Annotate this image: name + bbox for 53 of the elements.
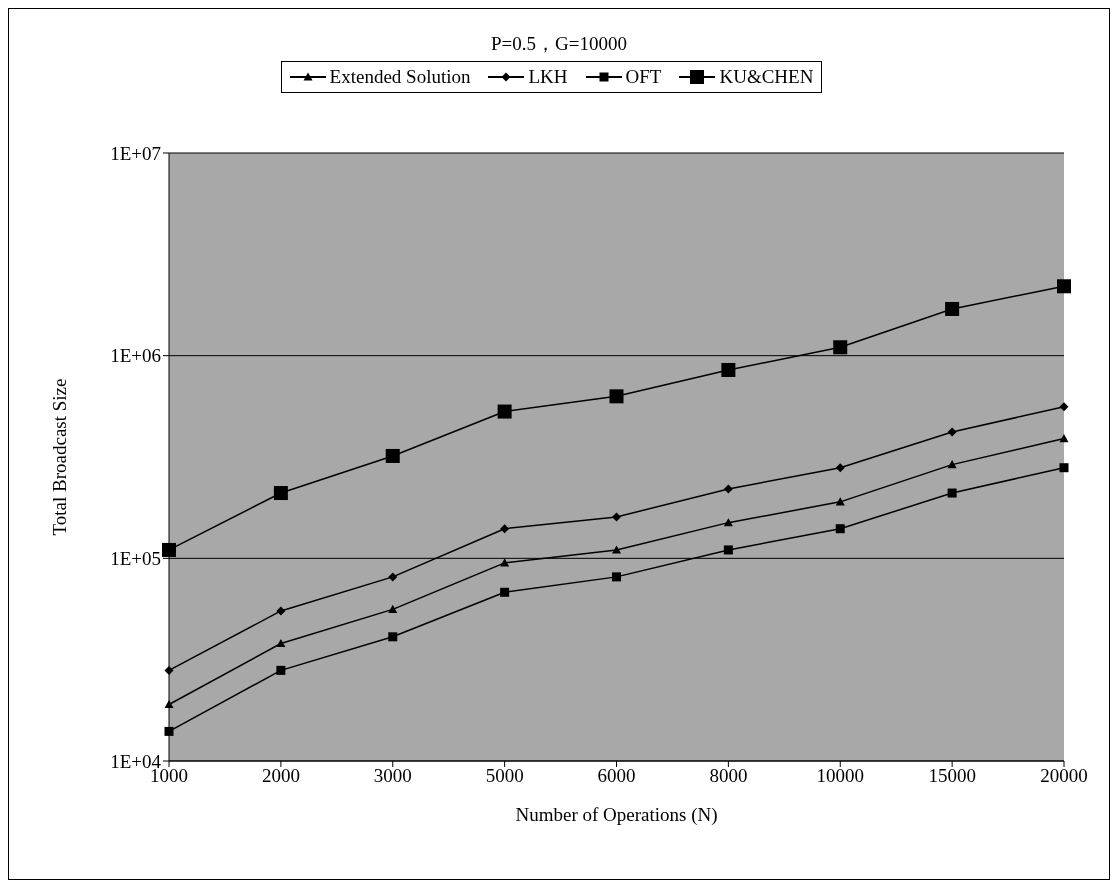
point <box>947 488 957 498</box>
x-axis-title: Number of Operations (N) <box>515 804 718 826</box>
point <box>947 427 957 437</box>
point <box>1059 402 1069 412</box>
point <box>1059 463 1069 473</box>
x-tick-label: 15000 <box>928 765 976 787</box>
legend-label: LKH <box>527 66 568 88</box>
point <box>835 463 845 473</box>
point <box>835 524 845 534</box>
point <box>276 639 286 648</box>
legend-label: KU&CHEN <box>718 66 814 88</box>
x-tick-label: 20000 <box>1040 765 1088 787</box>
point <box>164 700 174 709</box>
point <box>164 726 174 736</box>
point <box>612 545 621 554</box>
point <box>162 542 176 557</box>
point <box>723 484 733 494</box>
point <box>385 448 400 463</box>
point <box>945 301 960 316</box>
y-tick-label: 1E+07 <box>110 142 161 164</box>
point <box>500 524 510 534</box>
chart-title: P=0.5，G=10000 <box>490 32 628 56</box>
point <box>273 486 288 501</box>
point <box>388 604 398 613</box>
point <box>721 362 736 377</box>
point <box>835 497 845 506</box>
x-tick-label: 6000 <box>597 765 636 787</box>
point <box>723 545 733 555</box>
y-tick-label: 1E+05 <box>110 548 161 570</box>
point <box>164 665 174 675</box>
point <box>276 665 286 675</box>
point <box>276 606 286 616</box>
point <box>388 572 398 582</box>
point <box>947 460 957 469</box>
x-tick-label: 10000 <box>816 765 864 787</box>
x-tick-label: 8000 <box>709 765 748 787</box>
point <box>612 572 621 582</box>
legend-label: OFT <box>624 66 662 88</box>
point <box>612 512 621 522</box>
point <box>609 389 624 404</box>
legend-label: Extended Solution <box>328 66 471 88</box>
y-tick-label: 1E+06 <box>110 345 161 367</box>
point <box>497 404 512 419</box>
point <box>388 632 398 642</box>
x-tick-label: 3000 <box>373 765 412 787</box>
point <box>833 340 848 355</box>
x-tick-label: 2000 <box>261 765 300 787</box>
point <box>500 587 510 597</box>
y-axis-title: Total Broadcast Size <box>48 378 70 536</box>
point <box>1059 434 1069 443</box>
x-tick-label: 5000 <box>485 765 524 787</box>
point <box>723 518 733 527</box>
point <box>1057 279 1071 294</box>
